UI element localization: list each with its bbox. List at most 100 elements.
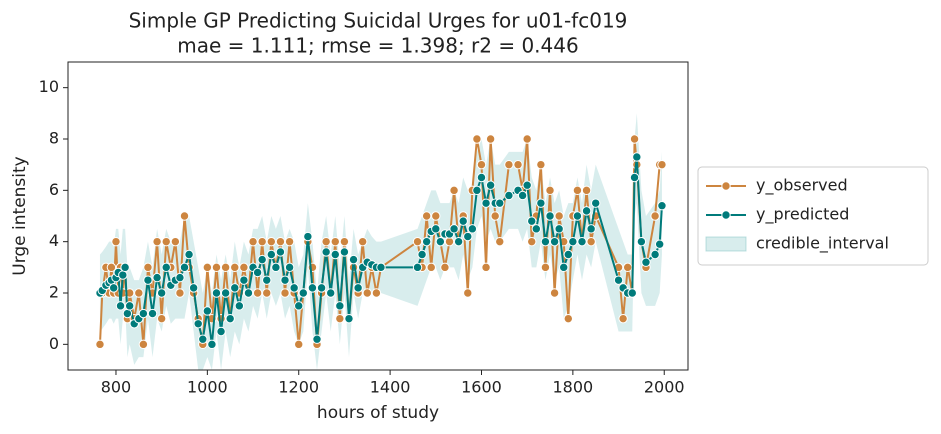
point <box>175 288 185 298</box>
plot-area <box>95 113 667 370</box>
legend-label: y_observed <box>756 176 848 196</box>
point <box>495 236 505 247</box>
point <box>353 283 363 293</box>
point <box>554 224 564 234</box>
point <box>321 247 331 257</box>
point <box>357 236 368 247</box>
point <box>230 262 240 273</box>
point <box>321 236 331 247</box>
point <box>211 288 222 298</box>
point <box>243 288 254 298</box>
point <box>572 211 583 221</box>
point <box>540 262 551 273</box>
y-tick-label: 2 <box>49 283 59 302</box>
point <box>170 236 181 247</box>
point <box>252 267 263 278</box>
point <box>335 301 345 311</box>
point <box>627 288 637 298</box>
point <box>449 224 459 234</box>
point <box>421 211 432 221</box>
point <box>536 159 546 170</box>
y-tick-label: 6 <box>49 180 59 199</box>
point <box>312 334 322 344</box>
point <box>152 272 162 283</box>
point <box>193 319 203 329</box>
point <box>636 236 647 247</box>
point <box>549 236 560 247</box>
point <box>563 249 573 260</box>
point <box>522 180 532 190</box>
point <box>156 313 167 324</box>
point <box>257 254 267 265</box>
y-tick-label: 8 <box>49 129 59 148</box>
point <box>289 283 299 293</box>
point <box>472 185 482 196</box>
point <box>239 275 249 285</box>
point <box>225 313 235 324</box>
point <box>650 249 660 260</box>
point <box>622 262 633 273</box>
point <box>650 211 660 221</box>
point <box>207 339 217 350</box>
point <box>485 180 496 190</box>
point <box>591 198 601 208</box>
point <box>629 134 640 144</box>
point <box>531 224 542 234</box>
point <box>568 236 578 247</box>
y-axis-label: Urge intensity <box>10 156 30 276</box>
point <box>431 224 441 234</box>
point <box>629 172 640 183</box>
point <box>440 262 450 273</box>
point <box>120 262 130 273</box>
point <box>517 190 528 201</box>
point <box>554 211 564 221</box>
x-axis-label: hours of study <box>317 403 439 423</box>
legend-label: credible_interval <box>756 234 889 254</box>
point <box>298 288 308 298</box>
point <box>280 288 290 298</box>
point <box>581 206 592 216</box>
point <box>118 270 128 280</box>
point <box>257 236 267 247</box>
point <box>316 283 327 293</box>
point <box>138 339 149 350</box>
point <box>467 224 478 234</box>
x-tick-label: 1600 <box>461 378 502 397</box>
plot-frame <box>67 61 689 371</box>
point <box>161 236 171 247</box>
point <box>275 247 286 257</box>
point <box>307 283 318 293</box>
chart-subtitle: mae = 1.111; rmse = 1.398; r2 = 0.446 <box>177 34 578 58</box>
point <box>371 288 382 298</box>
y-tick-label: 0 <box>49 334 59 353</box>
point <box>330 236 340 247</box>
point <box>344 313 354 324</box>
point <box>412 262 423 273</box>
point <box>458 216 468 226</box>
point <box>134 288 144 298</box>
x-tick-label: 1000 <box>187 378 228 397</box>
point <box>262 288 272 298</box>
chart-title: Simple GP Predicting Suicidal Urges for … <box>129 9 628 33</box>
point <box>95 339 105 350</box>
point <box>330 249 340 260</box>
point <box>147 308 158 319</box>
point <box>435 236 446 247</box>
point <box>426 262 436 273</box>
x-tick-label: 2000 <box>644 378 685 397</box>
point <box>284 236 295 247</box>
point <box>184 249 194 260</box>
point <box>179 262 190 273</box>
point <box>175 272 185 283</box>
point <box>559 262 569 273</box>
point <box>252 288 263 298</box>
point <box>108 283 119 293</box>
point <box>513 159 523 170</box>
point <box>362 288 372 298</box>
point <box>527 216 537 226</box>
point <box>641 257 651 267</box>
point <box>339 236 350 247</box>
point <box>586 224 596 234</box>
point <box>527 236 537 247</box>
point <box>463 288 473 298</box>
